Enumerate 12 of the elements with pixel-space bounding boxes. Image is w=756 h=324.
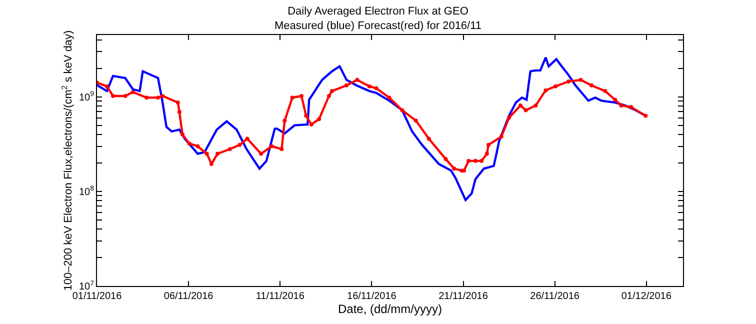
x-tick-label: 01/11/2016 [72, 291, 122, 302]
x-tick-label: 16/11/2016 [347, 291, 397, 302]
x-tick-label: 21/11/2016 [438, 291, 488, 302]
x-tick-label: 26/11/2016 [530, 291, 580, 302]
x-tick-label: 06/11/2016 [164, 291, 214, 302]
y-tick-label: 10$^{8}$ [78, 186, 94, 198]
x-tick-label: 01/12/2016 [621, 291, 672, 302]
y-tick-label: 10$^{7}$ [78, 280, 94, 292]
y-tick-label: 10$^{9}$ [78, 91, 94, 104]
x-tick-label: 11/11/2016 [256, 291, 305, 302]
x-axis-title: Date, (dd/mm/yyyy) [338, 302, 442, 316]
chart-title: Daily Averaged Electron Flux at GEO Measured (blue) Forecast(red) for 2016/11 [274, 6, 482, 32]
